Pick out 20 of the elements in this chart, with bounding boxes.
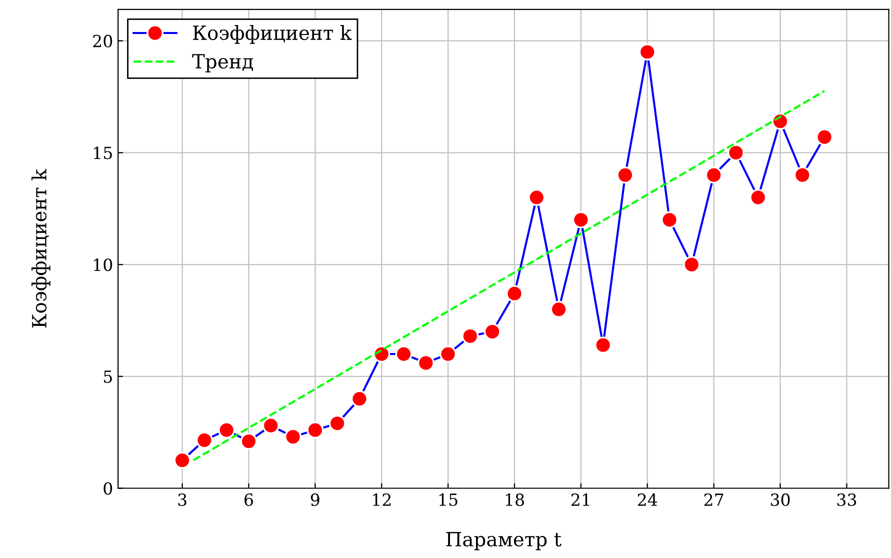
- x-tick-label: 12: [373, 493, 391, 506]
- y-tick-label: 5: [104, 370, 112, 383]
- legend-label: Тренд: [192, 54, 254, 72]
- x-tick-label: 21: [571, 493, 590, 506]
- x-axis-title: Параметр t: [446, 532, 562, 550]
- x-tick-label: 33: [837, 493, 856, 506]
- y-tick-label: 20: [93, 34, 112, 48]
- y-tick-label: 10: [94, 258, 112, 272]
- x-tick-label: 30: [770, 493, 790, 506]
- x-tick-label: 9: [310, 493, 320, 506]
- x-tick-label: 18: [506, 493, 524, 506]
- x-tick-label: 6: [244, 493, 253, 506]
- legend-label: Коэффициент k: [193, 25, 352, 44]
- x-tick-label: 3: [178, 493, 186, 506]
- y-axis-title: Коэффициент k: [32, 168, 50, 328]
- x-tick-label: 15: [439, 493, 458, 506]
- x-tick-label: 27: [704, 493, 724, 506]
- y-tick-label: 0: [104, 482, 112, 495]
- x-tick-label: 24: [638, 493, 658, 506]
- y-tick-label: 15: [94, 146, 112, 160]
